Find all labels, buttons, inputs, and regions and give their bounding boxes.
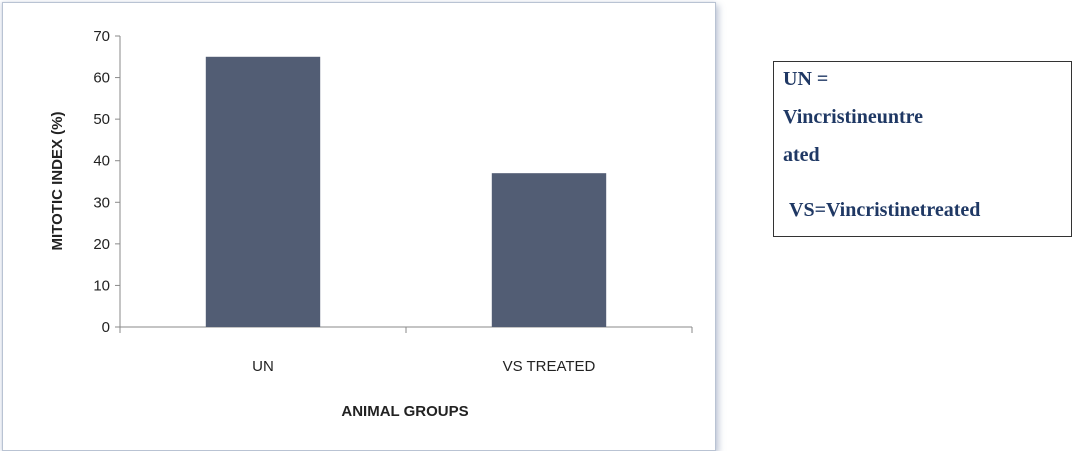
- x-category-label: VS TREATED: [503, 358, 596, 375]
- x-axis-title: ANIMAL GROUPS: [341, 403, 468, 420]
- y-tick-label: 20: [93, 236, 110, 253]
- y-axis-title: MITOTIC INDEX (%): [49, 112, 66, 251]
- legend-note-line-2: Vincristineuntre: [783, 106, 923, 128]
- legend-note-line-3: ated: [783, 144, 820, 166]
- y-tick-label: 30: [93, 194, 110, 211]
- y-tick-label: 40: [93, 153, 110, 170]
- y-tick-label: 0: [102, 319, 110, 336]
- legend-note-line-1: UN =: [783, 68, 829, 90]
- y-axis: 0 10 20 30 40 50 60 70: [93, 28, 121, 336]
- y-tick-label: 70: [93, 28, 110, 45]
- bar-vs-treated: [491, 173, 607, 327]
- bars: [205, 56, 607, 328]
- y-tick-label: 50: [93, 111, 110, 128]
- bar-un: [205, 56, 321, 328]
- legend-note-box: UN = Vincristineuntre ated VS=Vincristin…: [773, 61, 1072, 237]
- bar-chart: 0 10 20 30 40 50 60 70 UN VS TREATED MITOTIC IND…: [49, 28, 693, 420]
- y-tick-label: 10: [93, 277, 110, 294]
- x-axis: UN VS TREATED: [119, 326, 693, 375]
- x-category-label: UN: [252, 358, 274, 375]
- y-tick-label: 60: [93, 70, 110, 87]
- legend-note-line-4: VS=Vincristinetreated: [789, 199, 981, 221]
